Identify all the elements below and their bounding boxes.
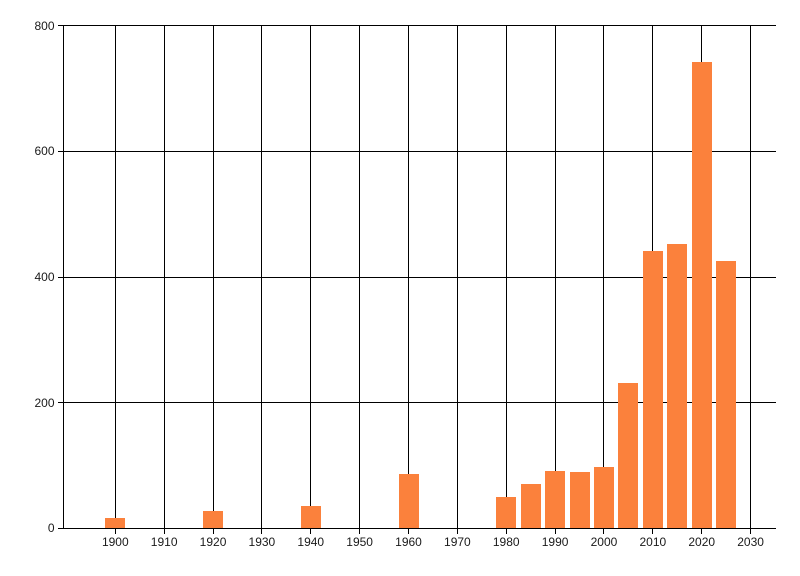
y-tickmark [58,276,64,278]
x-tick-label: 1980 [492,535,520,550]
bar-2000 [593,467,614,529]
x-tick-label: 2010 [639,535,667,550]
bar-2010 [642,250,663,529]
x-gridline [261,25,263,529]
y-tickmark [58,25,64,27]
x-tick-label: 2030 [737,535,764,550]
x-tick-label: 1990 [541,535,569,550]
x-gridline [456,25,458,529]
x-gridline [310,25,312,529]
x-tickmark [261,528,263,534]
y-gridline [63,276,776,278]
bar-1960 [398,473,419,529]
y-gridline [63,402,776,404]
bar-1985 [520,484,541,529]
bar-2020 [691,62,712,529]
x-gridline [114,25,116,529]
x-gridline [163,25,165,529]
x-tickmark [505,528,507,534]
x-tickmark [554,528,556,534]
x-tickmark [750,528,752,534]
x-tickmark [652,528,654,534]
bar-2005 [618,382,639,529]
x-tickmark [359,528,361,534]
bar-1920 [203,510,224,529]
y-tick-label: 400 [34,270,55,284]
x-gridline [603,25,605,529]
top-frame-line [63,25,776,27]
x-tickmark [603,528,605,534]
y-tick-label: 800 [34,18,55,33]
x-tick-label: 1940 [297,535,325,550]
bar-2015 [667,243,688,529]
x-tickmark [212,528,214,534]
y-tick-label: 0 [47,521,55,536]
x-tickmark [408,528,409,534]
x-tickmark [456,528,458,534]
bar-1995 [569,471,590,529]
x-tick-label: 1960 [395,535,422,550]
y-gridline [63,150,776,152]
x-tick-label: 1930 [248,535,276,550]
x-gridline [554,25,556,529]
y-tickmark [58,150,64,152]
x-gridline [750,25,752,529]
bar-1980 [496,496,517,529]
x-gridline [359,25,361,529]
x-tick-label: 1900 [101,535,129,550]
x-tick-label: 2000 [590,535,618,550]
x-tickmark [701,528,703,534]
x-tick-label: 1950 [346,535,373,550]
x-tickmark [310,528,312,534]
x-tick-label: 1970 [444,535,471,550]
bar-1940 [300,505,321,529]
x-tick-label: 1910 [150,535,178,550]
x-gridline [212,25,214,529]
y-axis-line [62,25,65,529]
x-axis-line [63,527,776,529]
bar-1900 [105,518,126,529]
bar-1990 [545,470,566,529]
bar-2025 [716,261,737,529]
y-tick-label: 200 [34,395,55,410]
x-tick-label: 1920 [199,535,227,550]
y-tick-label: 600 [34,144,55,159]
x-gridline [408,25,409,529]
x-tickmark [163,528,165,534]
x-tickmark [114,528,116,534]
x-tick-label: 2020 [688,535,716,550]
y-tickmark [58,527,64,529]
y-tickmark [58,402,64,404]
x-gridline [505,25,507,529]
